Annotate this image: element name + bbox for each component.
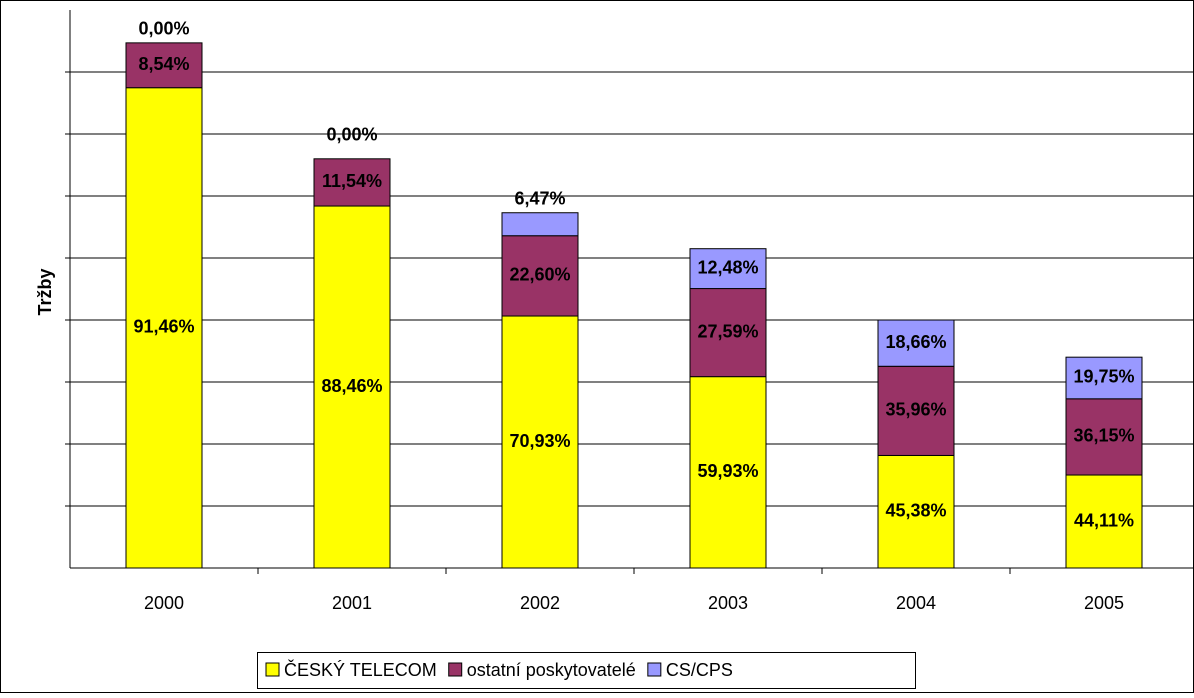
data-label: 35,96% (885, 400, 946, 420)
data-label: 12,48% (697, 257, 758, 277)
data-label: 18,66% (885, 332, 946, 352)
data-label: 11,54% (322, 171, 382, 191)
x-tick-label: 2005 (1084, 593, 1124, 613)
bar-segment (1065, 474, 1143, 569)
data-label: 36,15% (1073, 426, 1134, 446)
data-label: 88,46% (321, 376, 382, 396)
bar-segment (501, 235, 579, 317)
data-label: 70,93% (509, 431, 570, 451)
data-label: 8,54% (138, 54, 189, 74)
bar-segment (313, 205, 391, 569)
data-label: 22,60% (509, 265, 570, 285)
x-tick-label: 2004 (896, 593, 936, 613)
legend-swatch (647, 662, 662, 677)
y-axis-title: Tržby (35, 268, 55, 315)
legend-box (257, 652, 916, 689)
data-label: 59,93% (697, 461, 758, 481)
data-label: 45,38% (885, 500, 946, 520)
legend-label: ostatní poskytovatelé (467, 660, 636, 680)
legend-swatch (448, 662, 463, 677)
x-tick-label: 2003 (708, 593, 748, 613)
legend-label: CS/CPS (666, 660, 733, 680)
data-label: 0,00% (138, 19, 189, 39)
x-tick-label: 2000 (144, 593, 184, 613)
bar-segment (125, 87, 203, 569)
data-label: 19,75% (1073, 367, 1134, 387)
data-label: 6,47% (514, 188, 565, 208)
bar-segment (501, 212, 579, 237)
bar-segment (313, 158, 391, 207)
legend-swatch (265, 662, 280, 677)
bar-segment (501, 315, 579, 569)
data-label: 44,11% (1074, 510, 1134, 530)
data-label: 0,00% (326, 125, 377, 145)
bar-segment (1065, 356, 1143, 400)
bar-segment (125, 42, 203, 89)
bar-segment (689, 248, 767, 290)
data-label: 91,46% (133, 317, 194, 337)
data-label: 27,59% (697, 321, 758, 341)
x-tick-label: 2001 (332, 593, 372, 613)
bar-segment (689, 288, 767, 378)
x-tick-label: 2002 (520, 593, 560, 613)
bar-segment (877, 319, 955, 367)
legend-label: ČESKÝ TELECOM (284, 659, 437, 680)
